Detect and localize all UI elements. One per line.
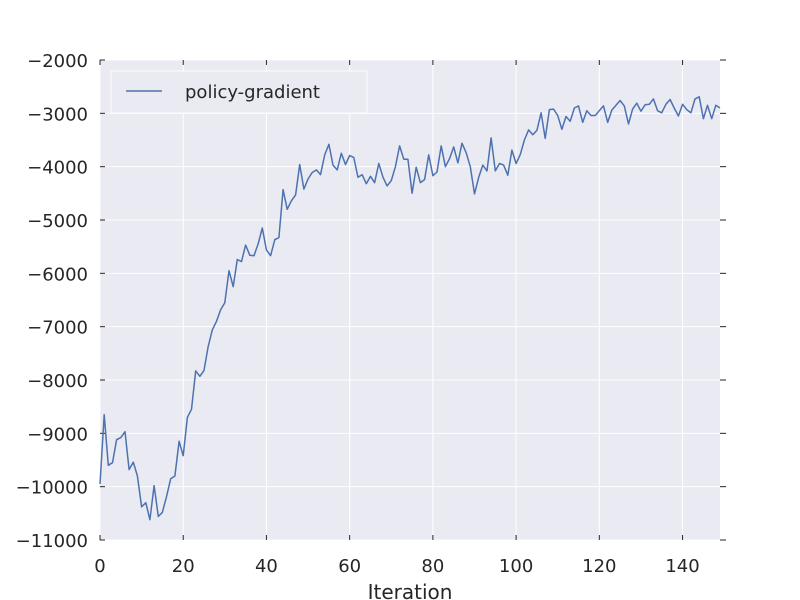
x-tick-label: 60 (338, 556, 361, 577)
x-tick-labels: 0 20 40 60 80 100 120 140 (94, 556, 699, 577)
grid-lines (99, 59, 720, 541)
x-axis-title: Iteration (368, 580, 453, 600)
x-tick-label: 20 (172, 556, 195, 577)
axis-ticks (99, 59, 726, 541)
x-tick-label: 40 (255, 556, 278, 577)
y-tick-label: −6000 (27, 264, 88, 285)
legend-label: policy-gradient (185, 82, 320, 103)
y-tick-label: −11000 (16, 531, 88, 552)
y-tick-label: −2000 (27, 51, 88, 72)
y-tick-labels: −2000 −3000 −4000 −5000 −6000 −7000 −8000 −9000… (16, 51, 88, 552)
legend-box (110, 70, 368, 114)
x-tick-label: 120 (582, 556, 616, 577)
y-tick-label: −5000 (27, 211, 88, 232)
x-tick-label: 140 (665, 556, 699, 577)
legend: policy-gradient (110, 70, 368, 114)
y-tick-label: −8000 (27, 371, 88, 392)
y-tick-label: −9000 (27, 424, 88, 445)
plot-background (100, 60, 720, 540)
y-tick-label: −3000 (27, 104, 88, 125)
x-tick-label: 100 (499, 556, 533, 577)
x-tick-label: 0 (94, 556, 105, 577)
y-tick-label: −4000 (27, 158, 88, 179)
x-tick-label: 80 (421, 556, 444, 577)
y-tick-label: −10000 (16, 478, 88, 499)
y-tick-label: −7000 (27, 318, 88, 339)
series-line-policy-gradient (99, 96, 721, 521)
